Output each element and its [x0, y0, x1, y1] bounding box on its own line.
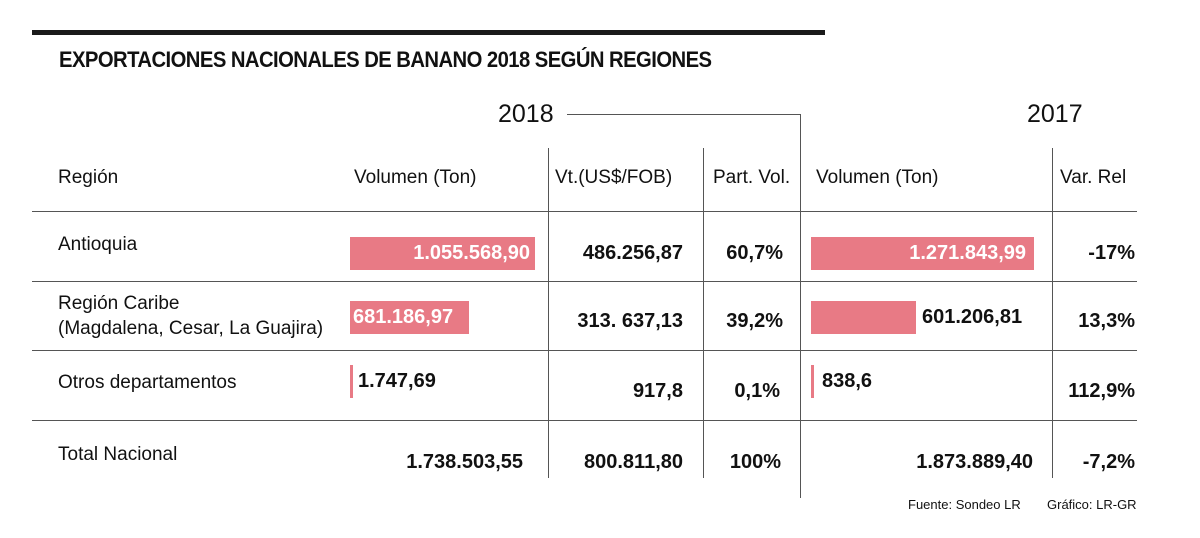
header-vol-2017: Volumen (Ton): [816, 167, 939, 188]
vol-2017-total: 1.873.889,40: [916, 451, 1033, 473]
year-connector: [567, 114, 801, 115]
row-rule: [32, 211, 1137, 212]
part-value: 39,2%: [726, 310, 783, 332]
var-value: 112,9%: [1068, 380, 1135, 402]
row-rule: [32, 420, 1137, 421]
vol-2018-value: 681.186,97: [353, 306, 454, 328]
vol-2018-value: 1.055.568,90: [413, 242, 530, 264]
fob-total: 800.811,80: [584, 451, 683, 473]
header-var: Var. Rel: [1060, 167, 1127, 188]
row-rule: [32, 281, 1137, 282]
vol-2018-total: 1.738.503,55: [406, 451, 523, 473]
divider: [703, 148, 704, 478]
divider: [548, 148, 549, 478]
row-rule: [32, 350, 1137, 351]
bar-vol-2018: [350, 237, 536, 270]
bar-vol-2017: [811, 237, 1034, 270]
vol-2017-value: 1.271.843,99: [909, 242, 1026, 264]
region-label: Otros departamentos: [58, 372, 237, 393]
var-total: -7,2%: [1082, 451, 1135, 473]
region-label: Antioquia: [58, 234, 138, 255]
top-rule: [32, 30, 825, 35]
divider: [1052, 148, 1053, 478]
region-sublabel: (Magdalena, Cesar, La Guajira): [58, 318, 324, 339]
year-2017-label: 2017: [1027, 100, 1083, 128]
credit-note: Gráfico: LR-GR: [1047, 497, 1137, 512]
part-value: 60,7%: [726, 242, 783, 264]
var-value: -17%: [1088, 242, 1135, 264]
region-label: Región Caribe: [58, 293, 180, 314]
part-total: 100%: [729, 451, 781, 473]
header-value: Vt.(US$/FOB): [555, 167, 673, 188]
vol-2017-value: 838,6: [822, 370, 873, 392]
vol-2018-value: 1.747,69: [358, 370, 436, 392]
bar-vol-2018: [350, 301, 470, 334]
year-2018-label: 2018: [498, 100, 554, 128]
divider-2017: [800, 114, 801, 498]
vol-2017-value: 601.206,81: [922, 306, 1023, 328]
header-region: Región: [58, 167, 119, 188]
bar-vol-2017: [811, 365, 814, 398]
source-note: Fuente: Sondeo LR: [908, 497, 1021, 512]
region-label: Total Nacional: [58, 444, 178, 465]
var-value: 13,3%: [1078, 310, 1135, 332]
bar-vol-2017: [811, 301, 917, 334]
chart-title: EXPORTACIONES NACIONALES DE BANANO 2018 …: [59, 47, 712, 72]
bar-vol-2018: [350, 365, 353, 398]
header-vol-2018: Volumen (Ton): [354, 167, 477, 188]
fob-value: 313. 637,13: [577, 310, 683, 332]
header-part: Part. Vol.: [713, 167, 791, 188]
part-value: 0,1%: [734, 380, 780, 402]
fob-value: 486.256,87: [582, 242, 683, 264]
fob-value: 917,8: [632, 380, 683, 402]
